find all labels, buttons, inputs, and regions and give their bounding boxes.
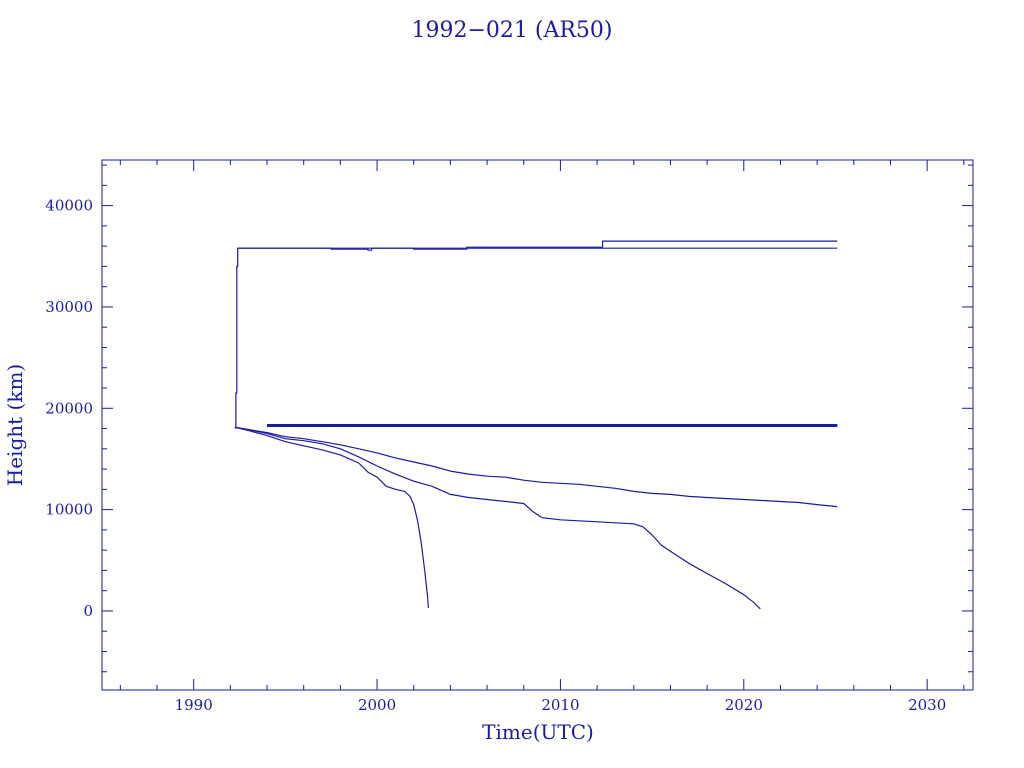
y-tick-label: 30000: [45, 298, 93, 316]
y-tick-label: 20000: [45, 399, 93, 417]
y-axis-label: Height (km): [3, 364, 27, 486]
x-tick-label: 2000: [358, 696, 396, 714]
series-line-4: [235, 426, 838, 508]
x-axis-label: Time(UTC): [482, 720, 594, 744]
x-tick-label: 2020: [725, 696, 763, 714]
chart-title: 1992−021 (AR50): [411, 18, 612, 43]
y-axis: 0 10000 20000 30000 40000: [45, 164, 973, 673]
series-line-1: [234, 240, 838, 429]
y-tick-label: 10000: [45, 501, 93, 519]
y-tick-label: 0: [83, 602, 93, 620]
x-tick-label: 1990: [175, 696, 213, 714]
x-axis: 1990 2000 2010 2020 2030: [119, 160, 965, 714]
x-tick-label: 2030: [908, 696, 946, 714]
series-line-6: [235, 426, 429, 608]
plot-frame: [101, 159, 974, 691]
series-line-5: [235, 426, 761, 610]
x-tick-label: 2010: [541, 696, 579, 714]
plot-series: [234, 240, 838, 610]
y-tick-label: 40000: [45, 197, 93, 215]
